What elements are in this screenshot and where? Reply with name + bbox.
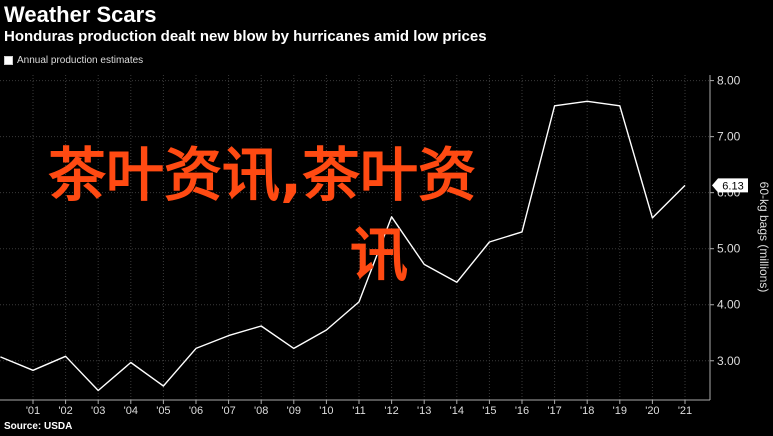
x-tick-label: '21 bbox=[678, 405, 692, 417]
x-tick-label: '17 bbox=[547, 405, 561, 417]
last-value-badge bbox=[712, 178, 748, 193]
series-group bbox=[0, 100, 686, 392]
x-tick-label: '16 bbox=[515, 405, 529, 417]
y-axis-label: 60-kg bags (millions) bbox=[757, 182, 771, 293]
x-tick-label: '19 bbox=[613, 405, 627, 417]
x-tick-label: '14 bbox=[450, 405, 464, 417]
x-tick-label: '07 bbox=[221, 405, 235, 417]
y-axis-ticks: 3.004.005.006.007.008.00 bbox=[710, 74, 741, 368]
grid-lines bbox=[0, 75, 710, 400]
x-tick-label: '15 bbox=[482, 405, 496, 417]
x-axis-ticks: '01 '02 '03 '04 '05 '06 '07 '08 '09 '10 '11 '12 '13 '… bbox=[26, 400, 692, 417]
x-tick-label: '08 bbox=[254, 405, 268, 417]
chart-title: Weather Scars bbox=[4, 2, 157, 27]
x-tick-label: '13 bbox=[417, 405, 431, 417]
chart-subtitle: Honduras production dealt new blow by hu… bbox=[4, 28, 487, 45]
x-tick-label: '01 bbox=[26, 405, 40, 417]
last-value-label: 6.13 bbox=[722, 180, 743, 192]
y-tick-label: 3.00 bbox=[717, 354, 741, 368]
x-tick-label: '05 bbox=[156, 405, 170, 417]
last-value-label-group: 6.13 bbox=[712, 178, 748, 193]
source-note: Source: USDA bbox=[4, 421, 73, 432]
y-tick-label: 7.00 bbox=[717, 130, 741, 144]
legend-label: Annual production estimates bbox=[17, 55, 144, 66]
x-tick-label: '03 bbox=[91, 405, 105, 417]
x-tick-label: '11 bbox=[352, 405, 366, 417]
x-tick-label: '04 bbox=[124, 405, 138, 417]
y-tick-label: 8.00 bbox=[717, 74, 741, 88]
series-line bbox=[0, 100, 686, 392]
x-tick-label: '20 bbox=[645, 405, 659, 417]
legend: Annual production estimates bbox=[4, 55, 143, 66]
x-tick-label: '09 bbox=[287, 405, 301, 417]
x-tick-label: '02 bbox=[58, 405, 72, 417]
x-tick-label: '10 bbox=[319, 405, 333, 417]
x-tick-label: '12 bbox=[384, 405, 398, 417]
legend-swatch bbox=[4, 56, 13, 65]
x-tick-label: '06 bbox=[189, 405, 203, 417]
x-tick-label: '18 bbox=[580, 405, 594, 417]
y-tick-label: 5.00 bbox=[717, 242, 741, 256]
y-tick-label: 4.00 bbox=[717, 298, 741, 312]
